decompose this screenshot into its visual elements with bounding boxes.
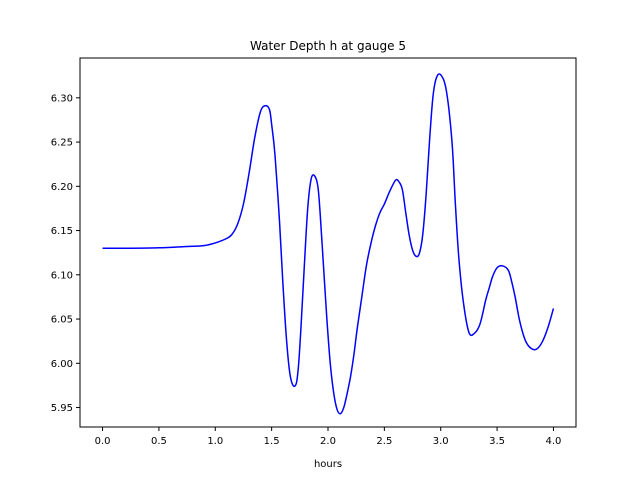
x-tick-label: 2.0: [320, 436, 336, 447]
y-tick-label: 5.95: [51, 403, 73, 414]
x-tick-label: 0.5: [151, 436, 167, 447]
x-tick-label: 1.5: [264, 436, 280, 447]
chart-title: Water Depth h at gauge 5: [250, 39, 406, 53]
y-tick-label: 6.20: [51, 182, 73, 193]
x-tick-label: 3.0: [433, 436, 449, 447]
x-axis-title: hours: [314, 459, 342, 470]
y-tick-label: 6.15: [51, 226, 73, 237]
plot-frame: [79, 57, 577, 428]
x-tick-label: 3.5: [489, 436, 505, 447]
x-tick-label: 0.0: [95, 436, 111, 447]
x-tick-label: 4.0: [546, 436, 562, 447]
x-tick-label: 1.0: [207, 436, 223, 447]
y-tick-label: 6.00: [51, 359, 73, 370]
y-tick-label: 6.25: [51, 138, 73, 149]
series-line-0: [102, 73, 555, 415]
plot-area: [80, 58, 576, 427]
y-tick-label: 6.10: [51, 270, 73, 281]
y-tick-label: 6.05: [51, 315, 73, 326]
y-tick-label: 6.30: [51, 93, 73, 104]
x-tick-label: 2.5: [376, 436, 392, 447]
series-layer: [102, 73, 555, 415]
x-axis-ticks: 0.0 0.5 1.0 1.5 2.0 2.5 3.0 3.5 4.0: [95, 427, 562, 447]
y-axis-ticks: 5.95 6.00 6.05 6.10 6.15 6.20 6.25 6.30: [51, 93, 80, 414]
